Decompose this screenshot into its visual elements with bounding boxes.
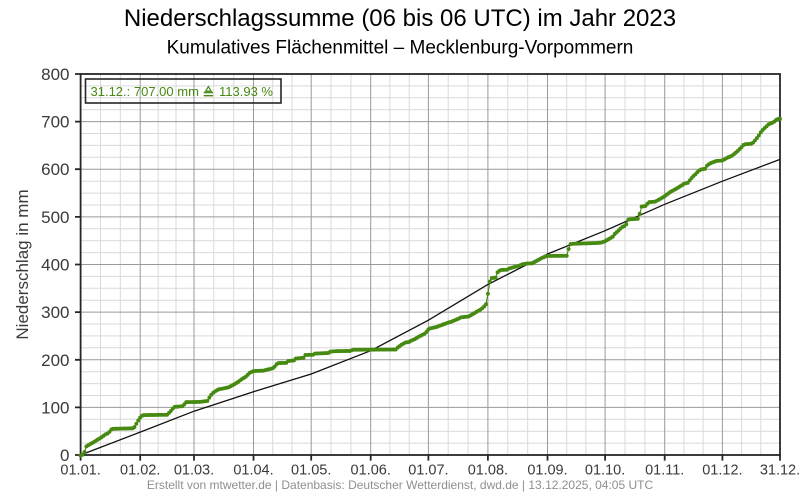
svg-text:600: 600 — [41, 160, 69, 179]
svg-text:200: 200 — [41, 351, 69, 370]
svg-text:400: 400 — [41, 256, 69, 275]
svg-text:Erstellt von mtwetter.de | Dat: Erstellt von mtwetter.de | Datenbasis: D… — [147, 478, 654, 492]
svg-text:Niederschlagssumme (06 bis 06: Niederschlagssumme (06 bis 06 UTC) im Ja… — [124, 5, 676, 32]
svg-text:Niederschlag in mm: Niederschlag in mm — [13, 189, 32, 339]
svg-text:31.12.: 31.12. — [760, 463, 800, 479]
svg-text:113.93 %: 113.93 % — [219, 84, 273, 99]
svg-text:01.11.: 01.11. — [645, 463, 684, 479]
svg-text:01.03.: 01.03. — [174, 463, 214, 479]
svg-text:01.08.: 01.08. — [468, 463, 508, 479]
svg-text:Kumulatives Flächenmittel – Me: Kumulatives Flächenmittel – Mecklenburg-… — [167, 38, 634, 59]
svg-text:300: 300 — [41, 303, 69, 322]
svg-text:500: 500 — [41, 208, 69, 227]
svg-text:100: 100 — [41, 398, 69, 417]
svg-text:01.05.: 01.05. — [291, 463, 331, 479]
svg-text:01.07.: 01.07. — [408, 463, 448, 479]
svg-text:01.09.: 01.09. — [527, 463, 567, 479]
svg-text:01.01.: 01.01. — [60, 463, 100, 479]
svg-text:01.12.: 01.12. — [702, 463, 742, 479]
svg-text:700: 700 — [41, 113, 69, 132]
svg-text:0: 0 — [60, 446, 69, 465]
svg-text:800: 800 — [41, 65, 69, 84]
svg-text:01.02.: 01.02. — [120, 463, 160, 479]
svg-text:01.06.: 01.06. — [351, 463, 391, 479]
svg-text:01.10.: 01.10. — [585, 463, 625, 479]
svg-text:31.12.: 707.00 mm: 31.12.: 707.00 mm — [91, 84, 199, 99]
svg-text:01.04.: 01.04. — [233, 463, 273, 479]
